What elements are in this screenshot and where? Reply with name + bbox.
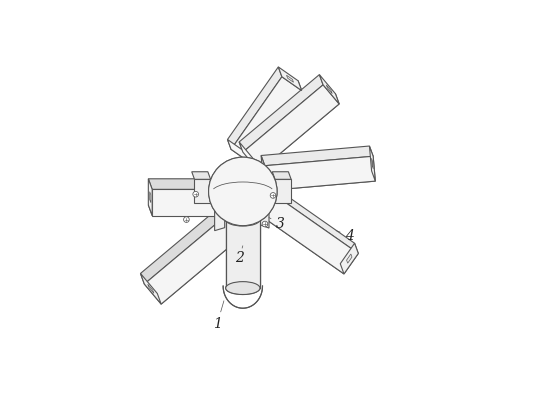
Polygon shape — [140, 201, 231, 284]
Polygon shape — [140, 273, 161, 304]
Circle shape — [193, 192, 199, 197]
Polygon shape — [192, 172, 210, 179]
Polygon shape — [340, 243, 358, 274]
Text: 2: 2 — [235, 246, 244, 265]
Polygon shape — [148, 179, 241, 189]
Circle shape — [262, 221, 268, 227]
Polygon shape — [150, 192, 151, 203]
Polygon shape — [278, 67, 302, 90]
Polygon shape — [243, 85, 339, 171]
Polygon shape — [320, 75, 339, 104]
Circle shape — [270, 193, 276, 198]
Polygon shape — [287, 75, 294, 82]
Circle shape — [183, 217, 189, 222]
Polygon shape — [226, 219, 260, 288]
Polygon shape — [239, 142, 259, 171]
Circle shape — [209, 157, 277, 226]
Polygon shape — [370, 146, 376, 181]
Polygon shape — [152, 189, 241, 215]
Polygon shape — [327, 85, 332, 94]
Polygon shape — [215, 208, 225, 231]
Polygon shape — [272, 172, 291, 179]
Polygon shape — [265, 156, 376, 191]
Polygon shape — [148, 205, 241, 215]
Polygon shape — [144, 212, 247, 304]
Text: 1: 1 — [213, 301, 224, 331]
Polygon shape — [228, 139, 251, 163]
Polygon shape — [226, 219, 260, 288]
Polygon shape — [261, 146, 373, 166]
Polygon shape — [266, 181, 358, 254]
Polygon shape — [157, 221, 247, 304]
Polygon shape — [227, 201, 247, 231]
Polygon shape — [346, 254, 352, 263]
Ellipse shape — [226, 282, 260, 295]
Polygon shape — [231, 77, 302, 163]
Polygon shape — [255, 191, 358, 274]
Polygon shape — [251, 181, 269, 212]
Polygon shape — [148, 179, 152, 215]
Polygon shape — [228, 67, 282, 149]
Polygon shape — [261, 155, 267, 191]
Text: 3: 3 — [269, 217, 285, 231]
Polygon shape — [194, 179, 210, 203]
Polygon shape — [148, 284, 154, 293]
Polygon shape — [251, 201, 344, 274]
Circle shape — [209, 157, 277, 226]
Polygon shape — [237, 179, 241, 215]
Polygon shape — [275, 179, 291, 203]
Polygon shape — [257, 201, 269, 228]
Polygon shape — [247, 81, 302, 163]
Polygon shape — [263, 171, 376, 191]
Polygon shape — [239, 75, 323, 152]
Polygon shape — [372, 158, 373, 169]
Polygon shape — [255, 94, 339, 171]
Text: 4: 4 — [336, 229, 355, 243]
Ellipse shape — [226, 282, 260, 295]
